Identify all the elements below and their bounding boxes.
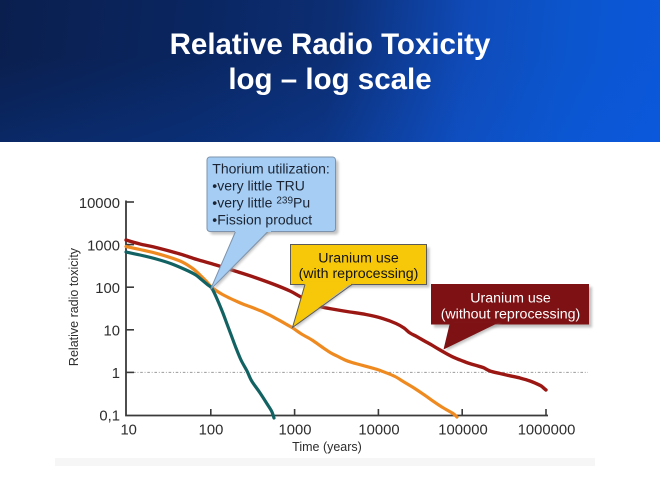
svg-text:100: 100: [95, 281, 120, 297]
svg-text:0,1: 0,1: [99, 408, 120, 424]
svg-text:10: 10: [120, 423, 136, 439]
svg-text:Thorium utilization:: Thorium utilization:: [212, 161, 329, 177]
svg-text:100: 100: [199, 423, 224, 439]
svg-text:10000: 10000: [79, 196, 120, 212]
svg-text:•very little 239Pu: •very little 239Pu: [212, 195, 310, 211]
svg-text:(without reprocessing): (without reprocessing): [441, 307, 581, 323]
svg-text:100000: 100000: [438, 423, 487, 439]
svg-text:1: 1: [112, 366, 120, 382]
svg-text:10000: 10000: [358, 423, 399, 439]
svg-text:Relative radio toxicity: Relative radio toxicity: [67, 247, 81, 366]
svg-text:(with reprocessing): (with reprocessing): [299, 266, 419, 282]
svg-text:•Fission product: •Fission product: [212, 212, 312, 228]
svg-text:1000: 1000: [279, 423, 312, 439]
svg-text:•very little TRU: •very little TRU: [212, 178, 305, 194]
svg-text:10: 10: [104, 324, 120, 340]
svg-text:1000: 1000: [87, 238, 120, 254]
svg-text:Uranium use: Uranium use: [318, 250, 399, 266]
svg-text:Time (years): Time (years): [292, 440, 362, 454]
svg-text:1000000: 1000000: [518, 423, 576, 439]
svg-text:Uranium use: Uranium use: [470, 291, 551, 307]
